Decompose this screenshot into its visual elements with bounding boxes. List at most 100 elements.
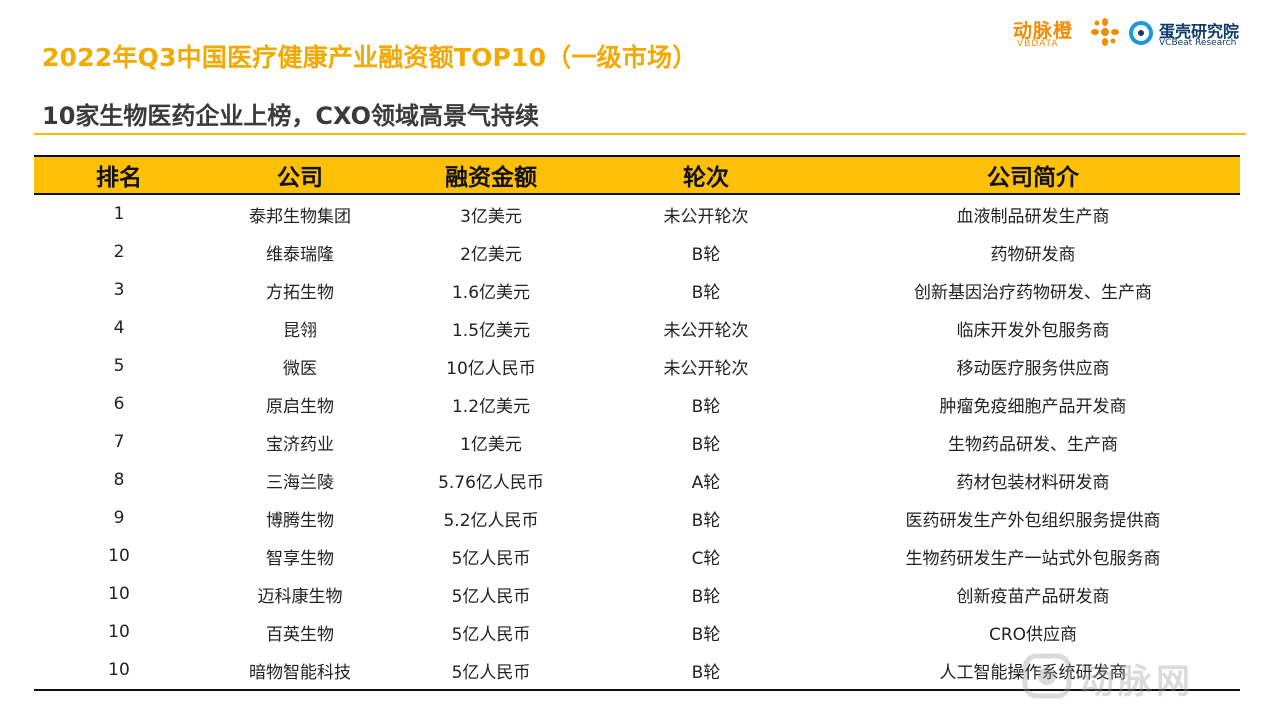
description-cell: 药物研发商 (990, 244, 1076, 265)
financing-table: 排名 公司 融资金额 轮次 公司简介 1 泰邦生物集团 3亿美元 未公开轮次 血液制品研发生产商… (34, 155, 1240, 691)
description-cell: 血液制品研发生产商 (956, 206, 1110, 227)
amount-cell: 5亿人民币 (451, 548, 531, 569)
amount-cell: 3亿美元 (460, 206, 522, 227)
vbdata-flower-icon (1091, 18, 1119, 46)
company-cell: 迈科康生物 (257, 586, 343, 607)
description-cell: 移动医疗服务供应商 (956, 358, 1110, 379)
description-cell: 创新疫苗产品研发商 (956, 586, 1110, 607)
table-row: 9 博腾生物 5.2亿人民币 B轮 医药研发生产外包组织服务提供商 (34, 499, 1240, 537)
table-row: 3 方拓生物 1.6亿美元 B轮 创新基因治疗药物研发、生产商 (34, 271, 1240, 309)
rank-cell: 7 (113, 432, 125, 452)
table-row: 4 昆翎 1.5亿美元 未公开轮次 临床开发外包服务商 (34, 309, 1240, 347)
table-row: 10 暗物智能科技 5亿人民币 B轮 人工智能操作系统研发商 (34, 651, 1240, 689)
table-row: 6 原启生物 1.2亿美元 B轮 肿瘤免疫细胞产品开发商 (34, 385, 1240, 423)
rank-cell: 2 (113, 242, 125, 262)
column-header-company: 公司 (277, 165, 323, 191)
company-cell: 微医 (283, 358, 317, 379)
description-cell: 人工智能操作系统研发商 (939, 662, 1127, 683)
table-row: 10 智享生物 5亿人民币 C轮 生物药研发生产一站式外包服务商 (34, 537, 1240, 575)
description-cell: 生物药品研发、生产商 (948, 434, 1118, 455)
column-header-rank: 排名 (96, 165, 142, 191)
round-cell: B轮 (691, 282, 721, 303)
amount-cell: 5.76亿人民币 (438, 472, 544, 493)
table-row: 8 三海兰陵 5.76亿人民币 A轮 药材包装材料研发商 (34, 461, 1240, 499)
amount-cell: 2亿美元 (460, 244, 522, 265)
description-cell: 药材包装材料研发商 (956, 472, 1110, 493)
description-cell: CRO供应商 (988, 624, 1078, 645)
vbdata-logo: 动脉橙 VBDATA (1013, 16, 1123, 50)
table-body: 1 泰邦生物集团 3亿美元 未公开轮次 血液制品研发生产商 2 维泰瑞隆 2亿美元 B轮 药物研发… (34, 195, 1240, 691)
amount-cell: 5亿人民币 (451, 586, 531, 607)
round-cell: B轮 (691, 662, 721, 683)
company-cell: 智享生物 (266, 548, 334, 569)
description-cell: 创新基因治疗药物研发、生产商 (914, 282, 1152, 303)
company-cell: 方拓生物 (266, 282, 334, 303)
rank-cell: 5 (113, 356, 125, 376)
amount-cell: 5.2亿人民币 (443, 510, 539, 531)
amount-cell: 1亿美元 (460, 434, 522, 455)
amount-cell: 5亿人民币 (451, 662, 531, 683)
rank-cell: 10 (108, 584, 130, 604)
column-header-description: 公司简介 (987, 165, 1079, 191)
table-row: 10 百英生物 5亿人民币 B轮 CRO供应商 (34, 613, 1240, 651)
table-header: 排名 公司 融资金额 轮次 公司简介 (34, 155, 1240, 195)
round-cell: C轮 (691, 548, 721, 569)
table-row: 1 泰邦生物集团 3亿美元 未公开轮次 血液制品研发生产商 (34, 195, 1240, 233)
vcbeat-logo: 蛋壳研究院 VCBeat Research (1128, 16, 1248, 50)
vcbeat-egg-icon (1129, 21, 1153, 45)
column-header-round: 轮次 (683, 165, 729, 191)
table-row: 7 宝济药业 1亿美元 B轮 生物药品研发、生产商 (34, 423, 1240, 461)
table-row: 10 迈科康生物 5亿人民币 B轮 创新疫苗产品研发商 (34, 575, 1240, 613)
page-title: 2022年Q3中国医疗健康产业融资额TOP10（一级市场） (42, 43, 698, 72)
company-cell: 宝济药业 (266, 434, 334, 455)
table-row: 2 维泰瑞隆 2亿美元 B轮 药物研发商 (34, 233, 1240, 271)
rank-cell: 4 (113, 318, 125, 338)
page-subtitle: 10家生物医药企业上榜，CXO领域高景气持续 (42, 102, 540, 130)
rank-cell: 10 (108, 546, 130, 566)
round-cell: A轮 (691, 472, 721, 493)
title-divider (34, 133, 1246, 135)
vcbeat-logo-subtext: VCBeat Research (1159, 38, 1237, 48)
company-cell: 三海兰陵 (266, 472, 334, 493)
vbdata-logo-text: 动脉橙 (1013, 20, 1074, 42)
rank-cell: 8 (113, 470, 125, 490)
round-cell: B轮 (691, 510, 721, 531)
company-cell: 泰邦生物集团 (249, 206, 351, 227)
description-cell: 肿瘤免疫细胞产品开发商 (939, 396, 1127, 417)
rank-cell: 10 (108, 622, 130, 642)
vb-logo-icon (1022, 653, 1072, 699)
column-header-amount: 融资金额 (445, 165, 537, 191)
rank-cell: 10 (108, 660, 130, 680)
round-cell: 未公开轮次 (663, 320, 749, 341)
company-cell: 维泰瑞隆 (266, 244, 334, 265)
description-cell: 医药研发生产外包组织服务提供商 (905, 510, 1161, 531)
table-row: 5 微医 10亿人民币 未公开轮次 移动医疗服务供应商 (34, 347, 1240, 385)
amount-cell: 5亿人民币 (451, 624, 531, 645)
rank-cell: 3 (113, 280, 125, 300)
vbdata-logo-subtext: VBDATA (1017, 39, 1059, 49)
round-cell: B轮 (691, 586, 721, 607)
company-cell: 原启生物 (266, 396, 334, 417)
round-cell: 未公开轮次 (663, 206, 749, 227)
round-cell: 未公开轮次 (663, 358, 749, 379)
company-cell: 百英生物 (266, 624, 334, 645)
company-cell: 昆翎 (283, 320, 317, 341)
description-cell: 临床开发外包服务商 (956, 320, 1110, 341)
round-cell: B轮 (691, 244, 721, 265)
rank-cell: 1 (113, 204, 125, 224)
round-cell: B轮 (691, 396, 721, 417)
rank-cell: 6 (113, 394, 125, 414)
vcbeat-logo-text: 蛋壳研究院 (1159, 22, 1240, 41)
amount-cell: 1.6亿美元 (451, 282, 531, 303)
watermark: 动脉网 (1018, 652, 1263, 702)
rank-cell: 9 (113, 508, 125, 528)
company-cell: 博腾生物 (266, 510, 334, 531)
watermark-text: 动脉网 (1080, 662, 1194, 702)
round-cell: B轮 (691, 624, 721, 645)
round-cell: B轮 (691, 434, 721, 455)
amount-cell: 1.5亿美元 (451, 320, 531, 341)
description-cell: 生物药研发生产一站式外包服务商 (905, 548, 1161, 569)
amount-cell: 1.2亿美元 (451, 396, 531, 417)
amount-cell: 10亿人民币 (446, 358, 536, 379)
company-cell: 暗物智能科技 (249, 662, 351, 683)
